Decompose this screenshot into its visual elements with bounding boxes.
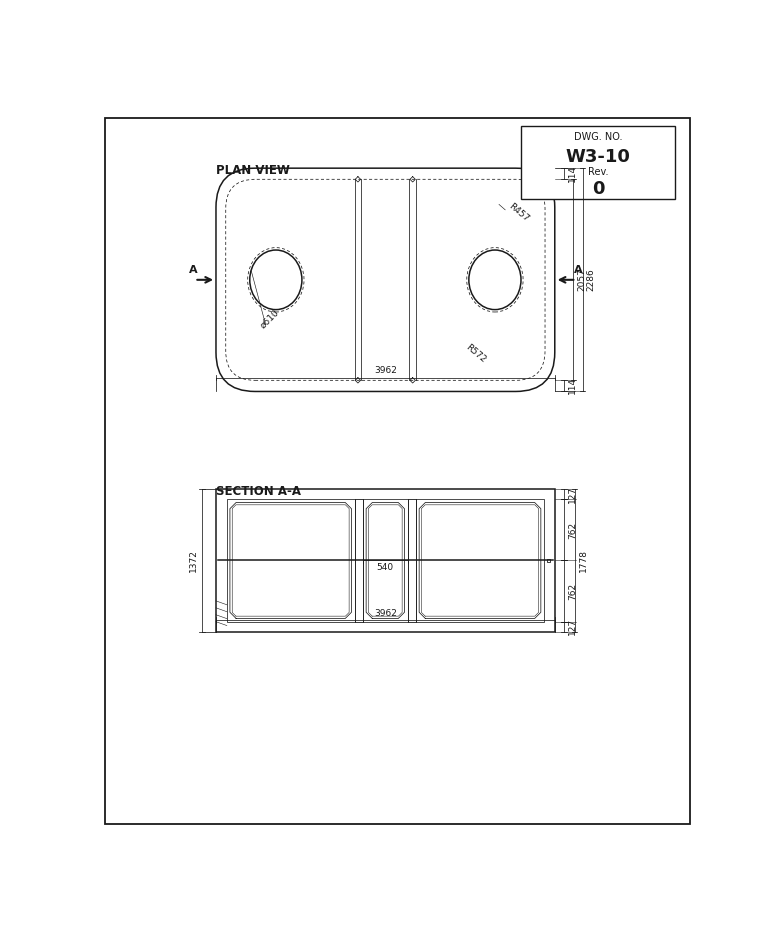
Text: Rev.: Rev. [587,167,608,177]
Ellipse shape [469,250,521,310]
Text: 114: 114 [568,165,577,182]
Text: 1778: 1778 [579,549,587,572]
Text: 0: 0 [591,180,605,198]
Text: R572: R572 [464,342,487,365]
Bar [547,559,550,562]
FancyBboxPatch shape [216,168,555,392]
Text: 3962: 3962 [374,609,397,618]
Bar [407,499,416,621]
Text: 127: 127 [568,618,577,635]
Text: A: A [189,265,197,275]
Bar [227,499,544,621]
Text: 2286: 2286 [587,269,595,291]
Text: 3962: 3962 [374,367,397,375]
Text: A: A [573,265,582,275]
Bar [521,126,675,199]
Text: R457: R457 [507,202,531,223]
Text: 1372: 1372 [189,549,199,572]
Text: 114: 114 [568,377,577,395]
Ellipse shape [250,250,302,310]
Text: 540: 540 [376,563,394,572]
Text: DWG. NO.: DWG. NO. [573,132,622,142]
Bar [355,499,363,621]
Text: 762: 762 [568,582,577,600]
Text: ø610: ø610 [258,308,281,330]
Text: PLAN VIEW: PLAN VIEW [216,164,290,177]
Text: 127: 127 [568,486,577,503]
Text: 2057: 2057 [577,269,586,291]
Bar [216,489,555,632]
Text: 762: 762 [568,522,577,538]
Text: W3-10: W3-10 [566,147,630,166]
Text: SECTION A-A: SECTION A-A [216,485,301,498]
